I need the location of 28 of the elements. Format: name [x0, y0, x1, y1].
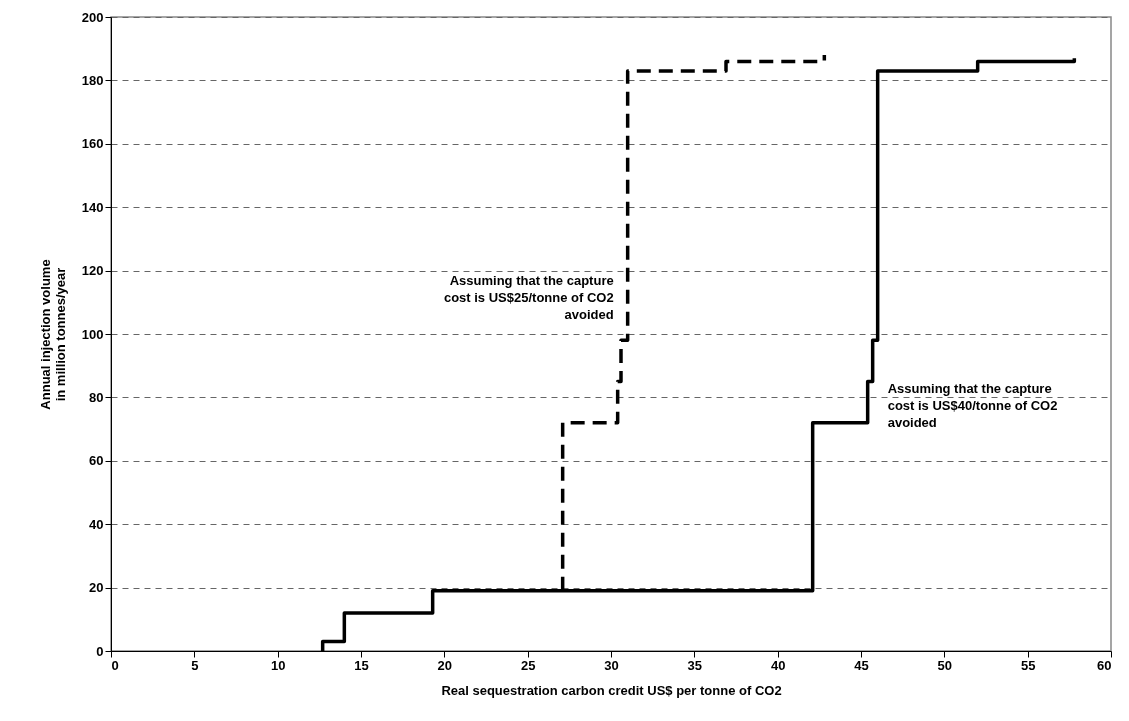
x-axis-title: Real sequestration carbon credit US$ per tonne of CO2	[441, 682, 782, 698]
x-tick-label: 25	[520, 657, 536, 673]
y-tick-label: 200	[81, 9, 104, 25]
y-tick-label: 40	[89, 516, 104, 532]
x-tick-label: 40	[770, 657, 786, 673]
y-tick-label: 60	[89, 453, 104, 469]
y-tick-label: 100	[81, 326, 104, 342]
y-tick-label: 140	[81, 199, 104, 215]
x-tick-label: 20	[437, 657, 453, 673]
x-tick-label: 55	[1020, 657, 1036, 673]
x-tick-label: 35	[687, 657, 703, 673]
x-tick-label: 60	[1097, 657, 1112, 673]
series-label: Assuming that the capture cost is US$40/tonne of CO2 avoided	[887, 381, 1058, 431]
x-tick-label: 10	[270, 657, 286, 673]
y-tick-label: 160	[81, 136, 104, 152]
x-tick-label: 0	[111, 657, 119, 673]
series-label: Assuming that the capture cost is US$25/tonne of CO2 avoided	[443, 272, 614, 322]
y-tick-label: 180	[81, 72, 104, 88]
y-tick-label: 20	[89, 580, 104, 596]
x-tick-label: 30	[604, 657, 619, 673]
y-tick-label: 0	[96, 643, 104, 659]
y-tick-label: 80	[89, 389, 104, 405]
x-tick-label: 45	[854, 657, 869, 673]
x-tick-label: 50	[937, 657, 953, 673]
y-tick-label: 120	[81, 263, 104, 279]
x-tick-label: 15	[354, 657, 369, 673]
x-tick-label: 5	[191, 657, 199, 673]
y-axis-title: Annual injection volume in million tonnes/year	[37, 259, 68, 410]
